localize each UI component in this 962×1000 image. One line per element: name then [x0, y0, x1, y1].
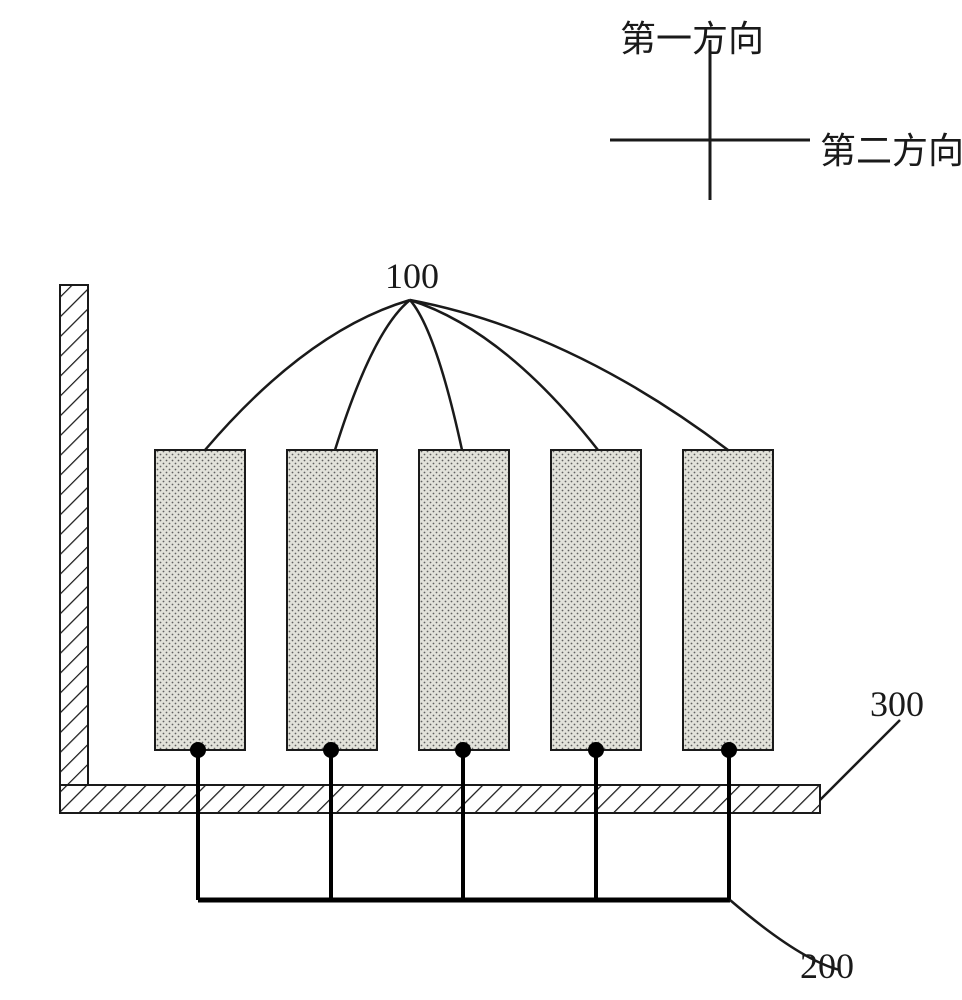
connector-dot-5 [721, 742, 737, 758]
pillar-1 [155, 450, 245, 750]
lead-100-4 [410, 300, 598, 450]
pillar-array [155, 450, 773, 750]
leader-line-300 [820, 720, 900, 800]
pillar-4 [551, 450, 641, 750]
pillar-5 [683, 450, 773, 750]
ref-300-label: 300 [870, 683, 924, 725]
vertical-connectors [190, 742, 737, 900]
diagram-canvas [0, 0, 962, 1000]
lead-100-3 [410, 300, 462, 450]
connector-dot-4 [588, 742, 604, 758]
direction-compass [610, 40, 810, 200]
first-direction-label: 第一方向 [620, 10, 764, 62]
connector-dot-1 [190, 742, 206, 758]
connector-dot-2 [323, 742, 339, 758]
lead-100-1 [205, 300, 410, 450]
base-hatched-rail [60, 785, 820, 813]
ref-100-label: 100 [385, 255, 439, 297]
pillar-3 [419, 450, 509, 750]
leader-lines-100 [205, 300, 728, 450]
lead-100-2 [335, 300, 410, 450]
left-hatched-post [60, 285, 88, 785]
second-direction-label: 第二方向 [820, 122, 962, 174]
pillar-2 [287, 450, 377, 750]
ref-200-label: 200 [800, 945, 854, 987]
connector-dot-3 [455, 742, 471, 758]
